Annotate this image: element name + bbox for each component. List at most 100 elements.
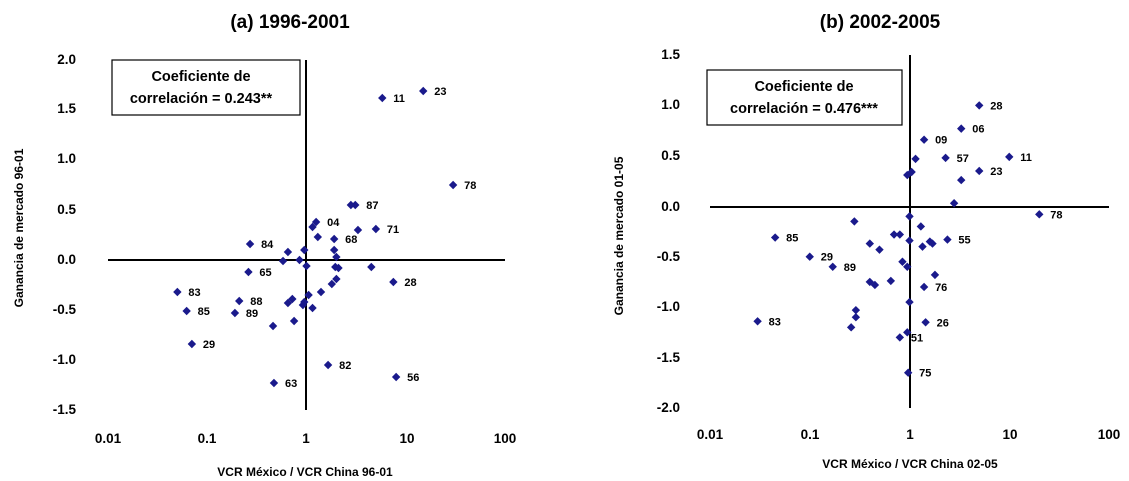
- chart-b-point: [851, 305, 861, 315]
- chart-a-point: [334, 263, 343, 273]
- chart-a-point: [371, 224, 381, 234]
- chart-a-point: [353, 225, 363, 235]
- chart-a-point: [298, 300, 308, 310]
- chart-a-point-label: 88: [250, 296, 262, 308]
- chart-a-y-tick-label: 1.0: [57, 151, 76, 166]
- chart-b-point: [870, 280, 880, 290]
- chart-b-point: [905, 297, 914, 307]
- chart-a-point: [304, 290, 313, 300]
- chart-a-point-label: 84: [261, 239, 274, 251]
- chart-b-point-label: 75: [919, 368, 931, 380]
- chart-b-point: [895, 230, 905, 239]
- chart-b-point: [886, 276, 896, 286]
- chart-a-point: [182, 306, 191, 316]
- chart-b: (b) 2002-2005 VCR México / VCR China 02-…: [612, 12, 1120, 471]
- chart-b-x-tick-label: 10: [1002, 427, 1017, 442]
- chart-b-point-label: 06: [972, 124, 984, 136]
- chart-b-point: [941, 153, 950, 163]
- chart-a-point-label: 68: [345, 234, 357, 246]
- chart-a: (a) 1996-2001 VCR México / VCR China 96-…: [12, 12, 516, 479]
- chart-a-point: [329, 245, 339, 255]
- chart-b-point: [805, 252, 814, 261]
- chart-b-point: [907, 167, 916, 177]
- chart-b-y-tick-label: -1.5: [657, 350, 681, 365]
- chart-b-point: [903, 368, 913, 377]
- chart-b-point-label: 76: [935, 282, 947, 294]
- chart-a-point: [311, 217, 321, 227]
- chart-b-y-tick-label: 1.5: [661, 47, 680, 62]
- chart-b-point: [850, 217, 859, 226]
- chart-a-point-label: 87: [366, 200, 378, 212]
- chart-b-correlation-line-1: Coeficiente de: [754, 79, 853, 95]
- chart-a-point-label: 89: [246, 308, 258, 320]
- chart-b-point: [975, 101, 984, 110]
- chart-b-point: [851, 313, 861, 322]
- chart-b-x-tick-label: 1: [906, 427, 914, 442]
- chart-a-point-label: 71: [387, 224, 399, 236]
- chart-a-point: [295, 255, 304, 265]
- chart-b-point-label: 11: [1020, 152, 1032, 164]
- chart-a-y-tick-label: -1.5: [53, 402, 77, 417]
- chart-a-y-tick-label: 0.5: [57, 202, 76, 217]
- chart-a-point: [230, 308, 240, 318]
- chart-a-point: [329, 234, 339, 244]
- chart-a-point: [278, 256, 288, 266]
- chart-a-point-label: 04: [327, 217, 340, 229]
- chart-b-x-tick-label: 100: [1098, 427, 1121, 442]
- chart-b-point-label: 78: [1050, 209, 1062, 221]
- chart-a-x-tick-label: 0.1: [198, 431, 217, 446]
- chart-a-point: [302, 261, 311, 271]
- chart-a-point-label: 23: [434, 86, 446, 98]
- chart-a-point: [289, 316, 299, 326]
- chart-b-point: [919, 282, 929, 292]
- chart-a-point: [245, 239, 255, 249]
- chart-b-point-label: 89: [844, 262, 856, 274]
- chart-b-point: [905, 212, 914, 221]
- chart-a-point: [448, 180, 458, 190]
- chart-b-correlation-box: [706, 69, 903, 126]
- chart-a-point: [308, 303, 317, 313]
- chart-b-y-tick-label: 1.0: [661, 97, 680, 112]
- chart-a-point-label: 56: [407, 372, 419, 384]
- chart-b-y-tick-label: 0.5: [661, 148, 680, 163]
- chart-b-point-label: 26: [937, 317, 949, 329]
- chart-a-point-label: 78: [464, 180, 476, 192]
- chart-b-y-tick-label: -2.0: [657, 400, 680, 415]
- chart-b-title: (b) 2002-2005: [820, 12, 941, 33]
- chart-b-xlabel: VCR México / VCR China 02-05: [822, 457, 998, 471]
- chart-b-point: [903, 262, 912, 271]
- chart-b-point: [865, 239, 875, 248]
- chart-a-point-label: 11: [393, 93, 405, 105]
- chart-b-point-label: 28: [990, 100, 1002, 112]
- chart-b-point-label: 29: [821, 252, 833, 264]
- chart-a-point: [351, 200, 360, 210]
- chart-b-point: [928, 239, 937, 248]
- chart-b-point-label: 09: [935, 135, 947, 147]
- chart-a-point: [378, 93, 387, 103]
- chart-b-point: [895, 333, 905, 342]
- chart-a-y-tick-label: 2.0: [57, 52, 76, 67]
- chart-a-point: [332, 274, 341, 284]
- chart-b-point: [889, 230, 899, 239]
- chart-a-x-tick-label: 100: [494, 431, 517, 446]
- chart-a-point-label: 29: [203, 339, 215, 351]
- chart-b-point: [898, 257, 907, 266]
- chart-a-point-label: 28: [404, 277, 416, 289]
- chart-b-y-tick-label: -0.5: [657, 249, 681, 264]
- chart-b-x-tick-label: 0.01: [697, 427, 724, 442]
- chart-a-y-ticks: 2.0 1.5 1.0 0.5 0.0 -0.5 -1.0 -1.5: [53, 52, 77, 417]
- chart-a-y-tick-label: -1.0: [53, 352, 76, 367]
- chart-a-title: (a) 1996-2001: [230, 12, 350, 33]
- chart-b-point: [865, 277, 875, 287]
- chart-a-point: [235, 296, 244, 306]
- chart-b-y-ticks: 1.5 1.0 0.5 0.0 -0.5 -1.0 -1.5 -2.0: [657, 47, 681, 415]
- chart-b-point: [957, 175, 966, 185]
- chart-b-point: [846, 323, 856, 332]
- chart-b-point: [828, 262, 837, 271]
- chart-b-point-label: 51: [911, 332, 923, 344]
- chart-b-points: 28 06 09 11 57 23 78 85 55 29 89 76 83 26 51 75: [753, 100, 1063, 380]
- chart-b-point-label: 57: [957, 153, 969, 165]
- chart-a-point: [367, 262, 376, 272]
- chart-a-point: [313, 232, 323, 242]
